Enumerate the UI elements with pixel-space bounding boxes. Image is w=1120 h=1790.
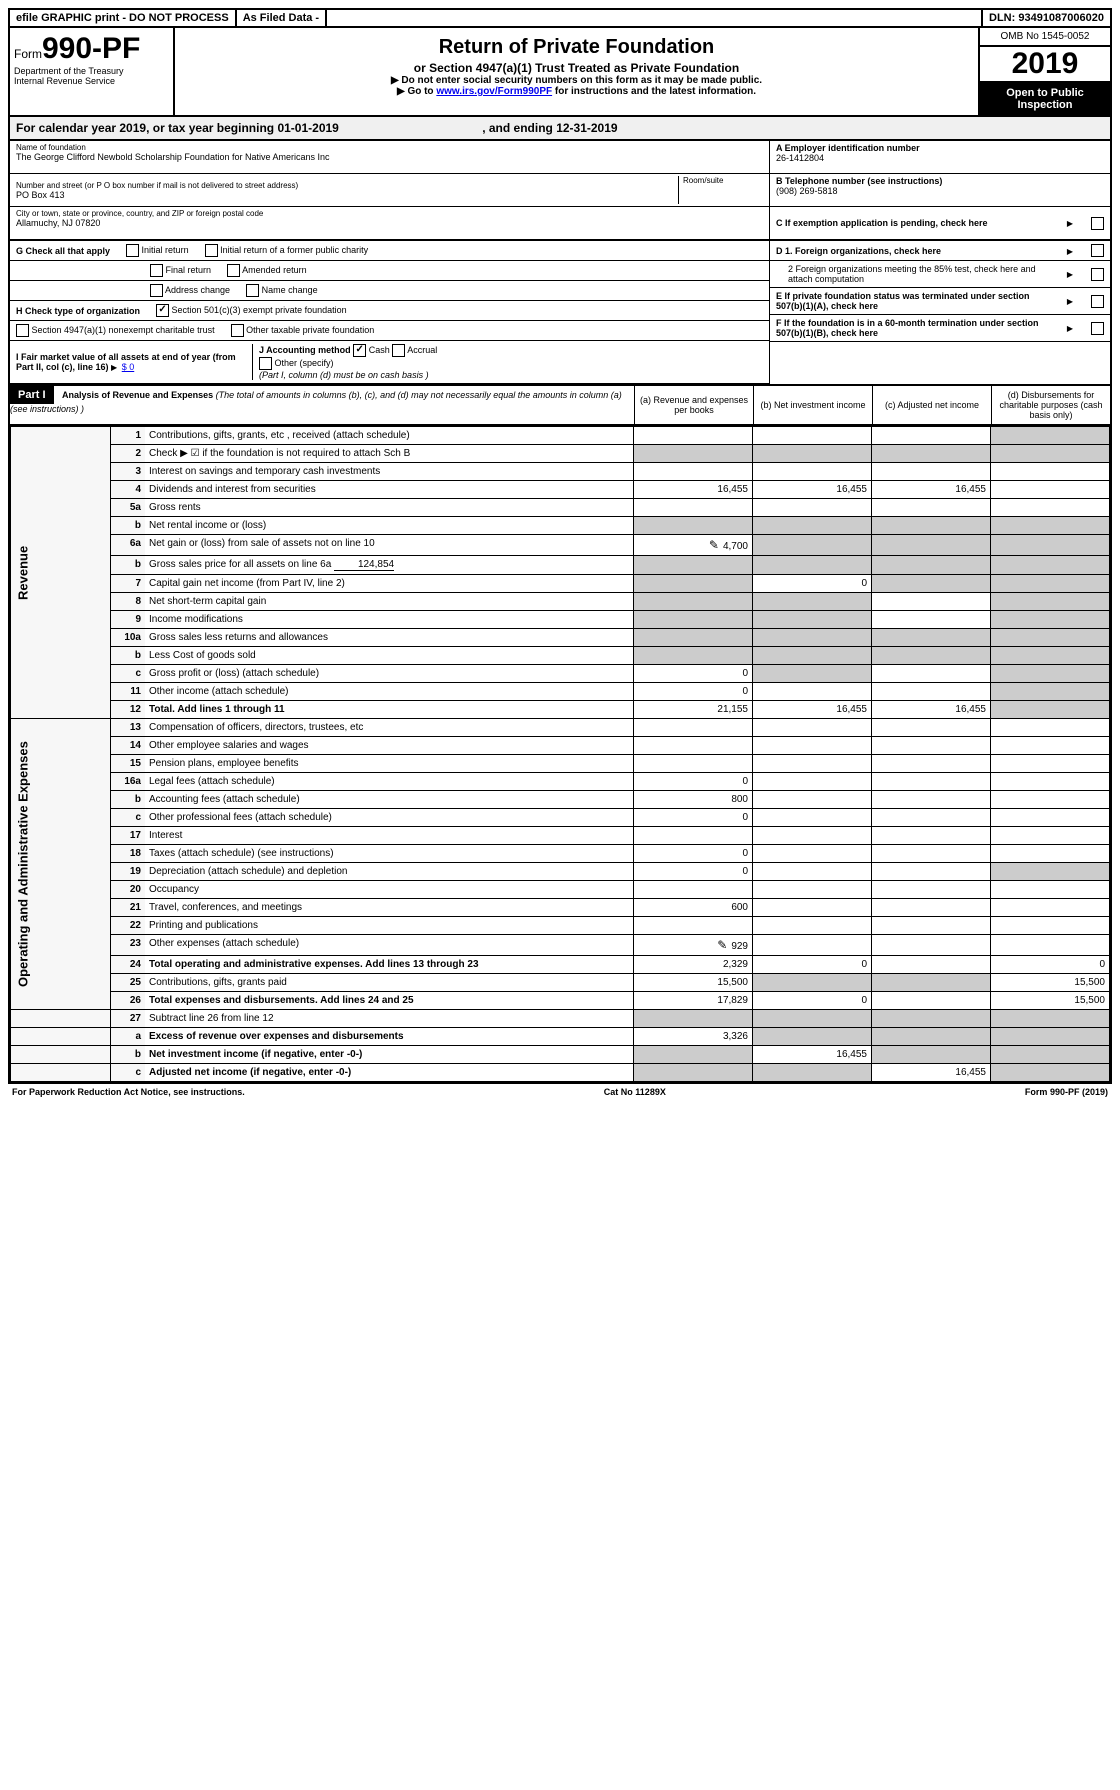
table-row: bLess Cost of goods sold <box>11 647 1110 665</box>
checkbox-name[interactable] <box>246 284 259 297</box>
h-row: H Check type of organization Section 501… <box>10 301 769 321</box>
table-row: 3Interest on savings and temporary cash … <box>11 463 1110 481</box>
checkbox-initial-former[interactable] <box>205 244 218 257</box>
top-bar: efile GRAPHIC print - DO NOT PROCESS As … <box>10 10 1110 28</box>
checkbox-f[interactable] <box>1091 322 1104 335</box>
city-state-zip: Allamuchy, NJ 07820 <box>16 218 763 228</box>
efile-notice: efile GRAPHIC print - DO NOT PROCESS <box>10 10 237 26</box>
table-row: 10aGross sales less returns and allowanc… <box>11 629 1110 647</box>
form-title-block: Return of Private Foundation or Section … <box>175 28 980 115</box>
table-row: 8Net short-term capital gain <box>11 593 1110 611</box>
table-row: Operating and Administrative Expenses13C… <box>11 719 1110 737</box>
table-row: 9Income modifications <box>11 611 1110 629</box>
table-row: 15Pension plans, employee benefits <box>11 755 1110 773</box>
section-label: Operating and Administrative Expenses <box>11 719 111 1010</box>
table-row: 2Check ▶ ☑ if the foundation is not requ… <box>11 445 1110 463</box>
form-number-block: Form990-PF Department of the Treasury In… <box>10 28 175 115</box>
table-row: bNet rental income or (loss) <box>11 517 1110 535</box>
checkbox-e[interactable] <box>1091 295 1104 308</box>
foundation-name: The George Clifford Newbold Scholarship … <box>16 152 763 162</box>
table-row: cGross profit or (loss) (attach schedule… <box>11 665 1110 683</box>
table-row: 24Total operating and administrative exp… <box>11 956 1110 974</box>
form-title: Return of Private Foundation <box>181 36 972 59</box>
instructions-link[interactable]: www.irs.gov/Form990PF <box>436 86 552 97</box>
ein: 26-1412804 <box>776 153 1104 163</box>
table-row: 4Dividends and interest from securities1… <box>11 481 1110 499</box>
form-container: efile GRAPHIC print - DO NOT PROCESS As … <box>8 8 1112 1084</box>
calendar-year-row: For calendar year 2019, or tax year begi… <box>10 117 1110 141</box>
checkbox-other-tax[interactable] <box>231 324 244 337</box>
checkbox-final[interactable] <box>150 264 163 277</box>
arrow-icon <box>1067 218 1075 228</box>
table-row: 7Capital gain net income (from Part IV, … <box>11 575 1110 593</box>
table-row: bAccounting fees (attach schedule)800 <box>11 791 1110 809</box>
section-label: Revenue <box>11 427 111 719</box>
part1-header: Part I Analysis of Revenue and Expenses … <box>10 386 1110 426</box>
checkbox-d2[interactable] <box>1091 268 1104 281</box>
table-row: 11Other income (attach schedule)0 <box>11 683 1110 701</box>
attachment-icon[interactable] <box>717 941 731 952</box>
table-row: 19Depreciation (attach schedule) and dep… <box>11 863 1110 881</box>
dln: DLN: 93491087006020 <box>983 10 1110 26</box>
identity-block: Name of foundation The George Clifford N… <box>10 141 1110 241</box>
fmv-link[interactable]: $ 0 <box>122 362 135 372</box>
table-row: bGross sales price for all assets on lin… <box>11 556 1110 575</box>
table-row: 22Printing and publications <box>11 917 1110 935</box>
table-row: 6aNet gain or (loss) from sale of assets… <box>11 535 1110 556</box>
table-row: 14Other employee salaries and wages <box>11 737 1110 755</box>
table-row: 5aGross rents <box>11 499 1110 517</box>
table-row: 18Taxes (attach schedule) (see instructi… <box>11 845 1110 863</box>
checkbox-d1[interactable] <box>1091 244 1104 257</box>
checkbox-4947[interactable] <box>16 324 29 337</box>
table-row: 20Occupancy <box>11 881 1110 899</box>
checks-block: G Check all that apply Initial return In… <box>10 241 1110 386</box>
checkbox-501c3[interactable] <box>156 304 169 317</box>
table-row: 23Other expenses (attach schedule)929 <box>11 935 1110 956</box>
table-row: 26Total expenses and disbursements. Add … <box>11 992 1110 1010</box>
g-row: G Check all that apply Initial return In… <box>10 241 769 261</box>
form-header: Form990-PF Department of the Treasury In… <box>10 28 1110 117</box>
part1-table: Revenue1Contributions, gifts, grants, et… <box>10 426 1110 1082</box>
checkbox-initial[interactable] <box>126 244 139 257</box>
checkbox-other-method[interactable] <box>259 357 272 370</box>
year-block: OMB No 1545-0052 2019 Open to Public Ins… <box>980 28 1110 115</box>
table-row: bNet investment income (if negative, ent… <box>11 1046 1110 1064</box>
checkbox-cash[interactable] <box>353 344 366 357</box>
checkbox-amended[interactable] <box>227 264 240 277</box>
table-row: 12Total. Add lines 1 through 1121,15516,… <box>11 701 1110 719</box>
table-row: 21Travel, conferences, and meetings600 <box>11 899 1110 917</box>
table-row: 27Subtract line 26 from line 12 <box>11 1010 1110 1028</box>
topbar-spacer <box>327 10 983 26</box>
as-filed: As Filed Data - <box>237 10 327 26</box>
phone: (908) 269-5818 <box>776 186 1104 196</box>
table-row: aExcess of revenue over expenses and dis… <box>11 1028 1110 1046</box>
table-row: cOther professional fees (attach schedul… <box>11 809 1110 827</box>
table-row: Revenue1Contributions, gifts, grants, et… <box>11 427 1110 445</box>
address: PO Box 413 <box>16 190 662 200</box>
ij-row: I Fair market value of all assets at end… <box>10 341 769 384</box>
attachment-icon[interactable] <box>709 541 723 552</box>
table-row: 16aLegal fees (attach schedule)0 <box>11 773 1110 791</box>
checkbox-c[interactable] <box>1091 217 1104 230</box>
table-row: 17Interest <box>11 827 1110 845</box>
checkbox-address[interactable] <box>150 284 163 297</box>
page-footer: For Paperwork Reduction Act Notice, see … <box>8 1084 1112 1100</box>
table-row: 25Contributions, gifts, grants paid15,50… <box>11 974 1110 992</box>
table-row: cAdjusted net income (if negative, enter… <box>11 1064 1110 1082</box>
checkbox-accrual[interactable] <box>392 344 405 357</box>
